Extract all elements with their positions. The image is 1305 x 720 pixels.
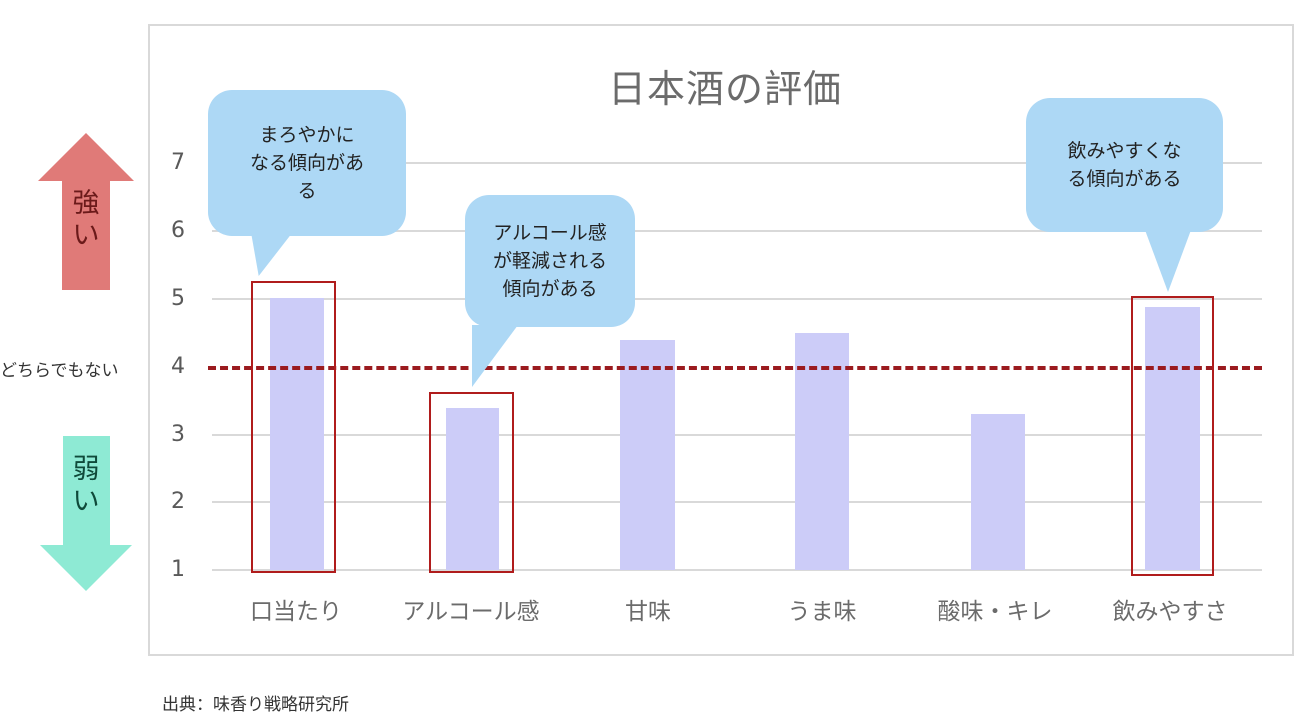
bar-amami [620, 340, 675, 570]
y-tick-4: 4 [171, 354, 185, 379]
gridline-5 [212, 298, 1262, 300]
arrow-up-icon [38, 133, 134, 181]
source-citation: 出典：味香り戦略研究所 [162, 695, 349, 715]
bar-sanmi-kire [971, 414, 1025, 570]
x-label-kuchiatari: 口当たり [250, 599, 342, 625]
chart-title: 日本酒の評価 [607, 67, 842, 111]
gridline-3 [212, 434, 1262, 436]
gridline-7 [212, 162, 1262, 164]
weak-label: 弱 い [72, 454, 100, 517]
callout-tail [1145, 230, 1191, 292]
gridline-1 [212, 569, 1262, 571]
highlight-box-kuchiatari [251, 281, 336, 573]
gridline-2 [212, 501, 1262, 503]
highlight-box-nomiyasusa [1131, 296, 1214, 576]
neutral-label: どちらでもない [0, 361, 119, 381]
callout-tail [472, 325, 518, 387]
callout-tail [251, 234, 299, 276]
y-tick-7: 7 [171, 150, 185, 175]
y-tick-1: 1 [171, 557, 185, 582]
strong-label: 強 い [72, 188, 100, 251]
y-tick-3: 3 [171, 422, 185, 447]
callout-alcohol: アルコール感 が軽減される 傾向がある [465, 195, 635, 327]
y-tick-6: 6 [171, 218, 185, 243]
y-tick-2: 2 [171, 489, 185, 514]
bar-alcohol [446, 408, 499, 570]
highlight-box-alcohol [429, 392, 514, 573]
callout-nomiyasusa: 飲みやすくな る傾向がある [1026, 98, 1223, 232]
gridline-6 [212, 230, 1262, 232]
x-label-sanmi-kire: 酸味・キレ [937, 599, 1053, 625]
arrow-up-body [62, 180, 110, 290]
callout-text: アルコール感 が軽減される 傾向がある [492, 222, 607, 300]
x-label-umami: うま味 [787, 599, 857, 625]
neutral-reference-line [208, 366, 1262, 370]
x-label-nomiyasusa: 飲みやすさ [1112, 599, 1228, 625]
y-tick-5: 5 [171, 286, 185, 311]
bar-kuchiatari [270, 298, 324, 570]
arrow-down-icon [40, 545, 132, 591]
callout-kuchiatari: まろやかに なる傾向があ る [208, 90, 406, 236]
arrow-down-body [63, 436, 110, 546]
bar-umami [795, 333, 849, 570]
x-label-amami: 甘味 [625, 599, 671, 625]
callout-text: 飲みやすくな る傾向がある [1067, 140, 1182, 190]
x-label-alcohol: アルコール感 [402, 599, 540, 625]
callout-text: まろやかに なる傾向があ る [249, 124, 364, 202]
bar-nomiyasusa [1145, 307, 1200, 570]
